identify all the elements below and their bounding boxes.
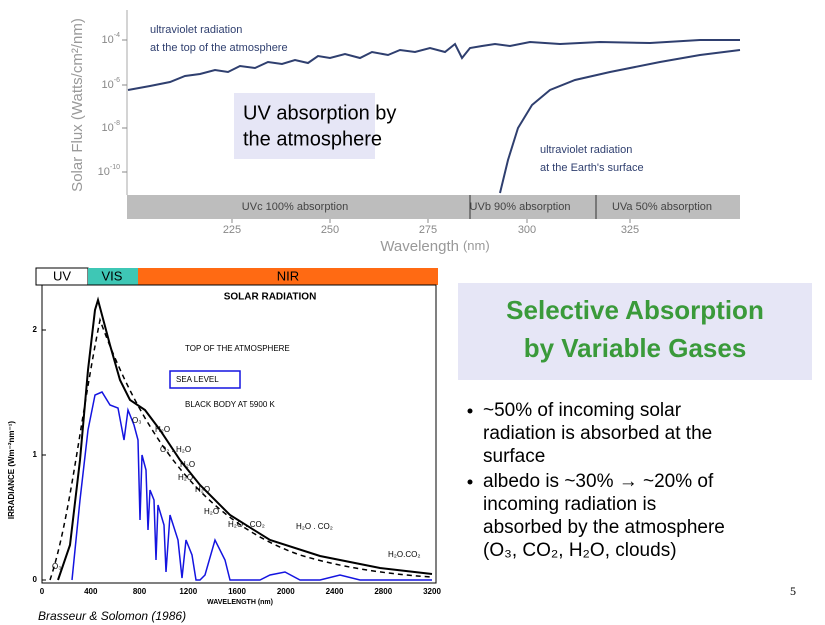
callout: the atmosphere <box>243 128 382 150</box>
y-tick-label: 0 <box>33 575 38 584</box>
surface-curve <box>499 49 741 194</box>
absorber-label: H₂O . CO₂ <box>228 520 265 529</box>
absorber-label: H₂O <box>180 460 195 469</box>
absorber-label: O₂ . H₂O <box>160 445 191 454</box>
y-axis-label: Solar Flux (Watts/cm²/nm) <box>69 18 86 192</box>
y-tick-label: 10-4 <box>102 32 121 46</box>
sea-level-box <box>169 370 241 389</box>
bullet-text: radiation is absorbed at the <box>483 423 712 444</box>
legend-label: TOP OF THE ATMOSPHERE <box>185 344 290 353</box>
absorber-label: H₂O <box>155 425 170 434</box>
y-tick-label: 1 <box>33 450 38 459</box>
x-tick-label: 250 <box>321 224 339 236</box>
absorber-label: H₂O.CO₂ <box>388 550 420 559</box>
y-tick-label: 10-8 <box>102 120 121 134</box>
bullet-text: albedo is ~30% → ~20% of <box>483 471 714 492</box>
x-axis-label: Wavelength (nm) <box>380 238 489 255</box>
annotation: at the Earth's surface <box>540 162 644 174</box>
absorber-label: O₃ <box>52 562 61 571</box>
x-axis-name: Wavelength <box>380 238 459 255</box>
x-tick-label: 325 <box>621 224 639 236</box>
x-axis-label: WAVELENGTH (nm) <box>207 599 273 606</box>
absorption-band <box>127 195 740 219</box>
tick-exponent: -10 <box>110 164 120 171</box>
blackbody-curve <box>49 317 433 581</box>
x-tick-label: 225 <box>223 224 241 236</box>
plot-frame <box>41 284 437 584</box>
absorber-label: H₂O <box>195 485 210 494</box>
y-tick-label: 10-10 <box>98 164 120 178</box>
solar-figure <box>35 267 438 584</box>
bullet-text: (O₃, CO₂, H₂O, clouds) <box>483 540 677 561</box>
band-label: UVb 90% absorption <box>470 201 571 213</box>
y-axis-label: IRRADIANCE (Wm⁻²nm⁻¹) <box>7 421 16 520</box>
x-tick-label: 300 <box>518 224 536 236</box>
absorber-label: H₂O <box>178 473 193 482</box>
tick-base: 10 <box>102 34 114 46</box>
citation: Brasseur & Solomon (1986) <box>38 609 186 623</box>
callout: UV absorption by <box>243 102 396 124</box>
band-label: NIR <box>277 268 299 283</box>
band-label: UVc 100% absorption <box>242 201 348 213</box>
toa-curve <box>57 296 433 581</box>
x-tick-label: 1600 <box>228 587 246 596</box>
bullet-dot <box>467 479 473 485</box>
y-tick-label: 10-6 <box>102 77 121 91</box>
vis-band <box>88 268 138 285</box>
callout-box <box>234 93 375 159</box>
tick-base: 10 <box>102 79 114 91</box>
x-tick-label: 800 <box>133 587 147 596</box>
absorber-label: H₂O . CO₂ <box>296 522 333 531</box>
absorber-label: O₃ <box>132 416 141 425</box>
band-label: UVa 50% absorption <box>612 201 712 213</box>
bullet-text: ~50% of incoming solar <box>483 400 682 421</box>
bullet-text: incoming radiation is <box>483 494 656 515</box>
legend-label: BLACK BODY AT 5900 K <box>185 400 275 409</box>
band-label: UV <box>53 268 71 283</box>
absorber-label: H₂O <box>204 507 219 516</box>
sea-level-curve <box>71 391 432 581</box>
annotation: ultraviolet radiation <box>540 144 632 156</box>
tick-exponent: -6 <box>114 77 120 84</box>
nir-band <box>138 268 438 285</box>
x-tick-label: 400 <box>84 587 98 596</box>
x-tick-label: 0 <box>40 587 45 596</box>
tick-base: 10 <box>98 166 110 178</box>
tick-exponent: -8 <box>114 120 120 127</box>
tick-base: 10 <box>102 122 114 134</box>
x-axis-unit: (nm) <box>463 238 490 253</box>
bullet-text: surface <box>483 446 545 467</box>
annotation: at the top of the atmosphere <box>150 42 288 54</box>
page-number: 5 <box>790 584 796 598</box>
figure-title: SOLAR RADIATION <box>224 292 317 303</box>
toa-curve <box>127 39 740 91</box>
y-tick-label: 2 <box>33 325 38 334</box>
bullet-dot <box>467 408 473 414</box>
slide-title: Selective Absorption <box>506 295 764 325</box>
x-tick-label: 2000 <box>277 587 295 596</box>
title-box <box>458 283 812 380</box>
slide-title: by Variable Gases <box>524 333 747 363</box>
annotation: ultraviolet radiation <box>150 24 242 36</box>
x-tick-label: 2400 <box>326 587 344 596</box>
bullet-text: absorbed by the atmosphere <box>483 517 725 538</box>
x-tick-label: 275 <box>419 224 437 236</box>
x-tick-label: 1200 <box>179 587 197 596</box>
band-label: VIS <box>102 268 123 283</box>
tick-exponent: -4 <box>114 32 120 39</box>
x-tick-label: 3200 <box>423 587 441 596</box>
x-tick-label: 2800 <box>374 587 392 596</box>
legend-label: SEA LEVEL <box>176 375 219 384</box>
uv-figure <box>126 10 741 219</box>
